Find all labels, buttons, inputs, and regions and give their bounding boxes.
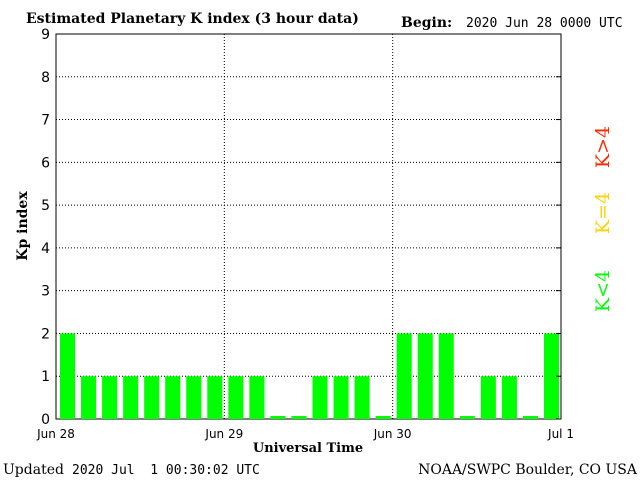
- y-tick-label: 2: [41, 326, 50, 342]
- kp-bar: [543, 333, 559, 419]
- updated-label: Updated: [3, 462, 64, 478]
- kp-bar: [354, 376, 370, 419]
- begin-value: 2020 Jun 28 0000 UTC: [466, 16, 623, 31]
- bars: [60, 333, 559, 419]
- kp-bar: [123, 376, 139, 419]
- kp-bar: [459, 416, 475, 419]
- kp-bar: [396, 333, 412, 419]
- y-tick-label: 3: [41, 284, 50, 300]
- kp-bar: [249, 376, 265, 419]
- x-tick-label: Jun 28: [36, 427, 75, 441]
- kp-bar: [165, 376, 181, 419]
- plot-frame: [55, 33, 562, 420]
- kp-bar: [501, 376, 517, 419]
- kp-bar: [81, 376, 97, 419]
- updated-value: 2020 Jul 1 00:30:02 UTC: [72, 463, 260, 478]
- x-axis-label: Universal Time: [253, 441, 363, 456]
- grid: [56, 34, 561, 419]
- kp-bar: [480, 376, 496, 419]
- kp-bar: [417, 333, 433, 419]
- chart-title: Estimated Planetary K index (3 hour data…: [26, 11, 359, 27]
- y-tick-label: 1: [41, 369, 50, 385]
- y-tick-label: 5: [41, 198, 50, 214]
- source-credit: NOAA/SWPC Boulder, CO USA: [418, 462, 638, 478]
- kp-bar: [60, 333, 76, 419]
- x-tick-label: Jun 30: [373, 427, 412, 441]
- y-tick-label: 6: [41, 155, 50, 171]
- x-ticks: Jun 28 Jun 29 Jun 30 Jul 1: [36, 427, 574, 441]
- kp-bar: [312, 376, 328, 419]
- legend-k-greater-4: K>4: [592, 126, 614, 168]
- kp-bar: [270, 416, 286, 419]
- x-tick-label: Jul 1: [547, 427, 574, 441]
- y-axis-label: Kp index: [15, 191, 31, 261]
- y-tick-label: 9: [41, 27, 50, 43]
- kp-bar: [186, 376, 202, 419]
- y-tick-label: 7: [41, 113, 50, 129]
- y-tick-label: 0: [41, 412, 50, 428]
- kp-bar: [144, 376, 160, 419]
- kp-bar: [291, 416, 307, 419]
- kp-bar: [522, 416, 538, 419]
- y-tick-label: 4: [41, 241, 50, 257]
- x-tick-label: Jun 29: [204, 427, 243, 441]
- kp-bar: [102, 376, 118, 419]
- begin-label: Begin:: [401, 15, 452, 31]
- kp-bar: [207, 376, 223, 419]
- y-tick-label: 8: [41, 70, 50, 86]
- kp-bar: [228, 376, 244, 419]
- y-ticks: 0 1 2 3 4 5 6 7 8 9: [41, 27, 561, 428]
- kp-bar: [438, 333, 454, 419]
- kp-bar: [333, 376, 349, 419]
- legend-k-less-4: K<4: [592, 270, 614, 312]
- kp-bar: [375, 416, 391, 419]
- legend-k-equal-4: K=4: [592, 192, 614, 234]
